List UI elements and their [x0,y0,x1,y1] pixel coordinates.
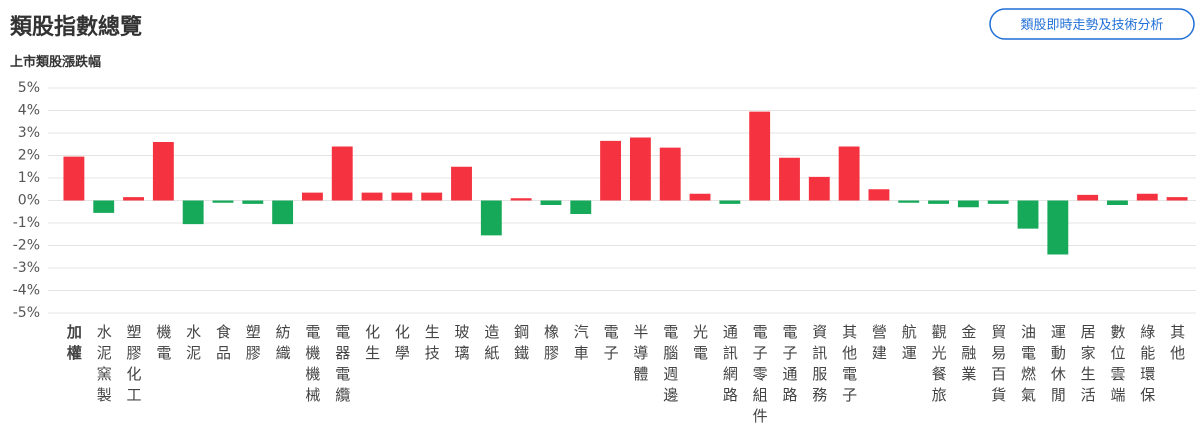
y-tick-label: 4% [18,103,40,119]
bar [182,200,204,225]
bar [391,192,413,201]
x-tick-label: 綠能環保 [1138,324,1156,408]
bar [629,137,651,201]
y-tick-label: 5% [18,80,40,96]
chart-title: 上市類股漲跌幅 [10,54,101,70]
x-tick-label: 資訊服務 [810,324,828,408]
analysis-button[interactable]: 類股即時走勢及技術分析 [989,8,1195,40]
x-tick-label: 生技 [423,324,441,366]
button-frame[interactable] [989,8,1195,40]
x-tick-label: 鋼鐵 [512,324,530,366]
bar [212,200,234,203]
bar [93,200,115,213]
x-tick-label: 電子 [602,324,620,366]
bar [480,200,502,236]
bar [1107,200,1128,205]
x-tick-label: 航運 [900,324,918,366]
x-tick-label: 電器電纜 [333,324,351,408]
bar [451,166,472,201]
x-tick-label: 紡織 [274,324,292,366]
x-tick-label: 金融業 [959,324,977,387]
bar [1017,200,1039,229]
bar [331,146,353,201]
bar [1166,197,1188,201]
x-tick-label: 其他 [1168,324,1186,366]
y-tick-label: 2% [18,148,40,164]
bar [242,200,264,204]
bar [898,200,920,203]
bar [689,193,711,201]
bar [928,200,950,204]
y-tick-label: -4% [13,283,40,299]
bar [808,176,830,201]
bar [987,200,1009,204]
bar [272,200,294,225]
x-tick-label: 食品 [214,324,232,366]
bar [152,142,174,201]
x-tick-label: 電腦週邊 [661,324,679,408]
x-tick-label: 觀光餐旅 [930,324,948,408]
x-tick-label: 其他電子 [840,324,858,408]
x-tick-label: 電子零組件 [751,324,769,428]
bar [421,192,443,201]
bar [957,200,979,208]
bar [659,147,681,201]
x-tick-label: 玻璃 [453,324,471,366]
x-tick-label: 電機機械 [303,324,321,408]
x-tick-label: 居家生活 [1079,324,1097,408]
button-label[interactable]: 類股即時走勢及技術分析 [1020,18,1163,33]
bar [510,198,532,201]
bar [301,192,323,201]
x-tick-label: 通訊網路 [721,324,739,408]
x-tick-label: 電子通路 [780,324,798,408]
x-tick-label: 化生 [363,324,381,366]
x-tick-label: 橡膠 [542,324,560,366]
bar [719,200,741,204]
bar [1047,200,1069,255]
y-tick-label: 3% [18,125,40,141]
y-tick-label: -3% [13,260,40,276]
bar [779,157,800,201]
y-tick-label: -2% [13,238,40,254]
x-tick-label: 光電 [691,324,709,366]
x-tick-label: 運動休閒 [1049,324,1067,408]
bar [361,192,383,201]
x-tick-label: 數位雲端 [1108,324,1126,408]
x-tick-label: 化學 [393,324,411,366]
x-tick-label: 油電燃氣 [1019,324,1037,408]
x-tick-label: 水泥 [184,324,202,366]
x-tick-label: 加權 [65,324,83,366]
y-tick-label: 1% [18,170,40,186]
bar [123,197,144,201]
x-tick-label: 貿易百貨 [989,324,1007,408]
bar [63,156,85,201]
bar [570,200,592,214]
bar [600,140,622,201]
y-tick-label: -1% [13,215,40,231]
bar [540,200,562,205]
bar [1136,193,1158,201]
y-tick-label: -5% [13,305,40,321]
x-tick-label: 半導體 [631,324,649,387]
page-title: 類股指數總覽 [10,14,142,40]
y-tick-label: 0% [18,193,40,209]
bar [749,111,771,201]
bar [868,189,890,201]
x-tick-label: 汽車 [572,324,590,366]
x-tick-label: 塑膠化工 [125,324,143,408]
bar [1077,194,1099,201]
x-tick-label: 塑膠 [244,324,262,366]
x-tick-label: 機電 [154,324,172,366]
x-tick-label: 造紙 [482,324,500,366]
bar [838,146,860,201]
x-tick-label: 水泥窯製 [95,324,113,408]
x-tick-label: 營建 [870,324,888,366]
